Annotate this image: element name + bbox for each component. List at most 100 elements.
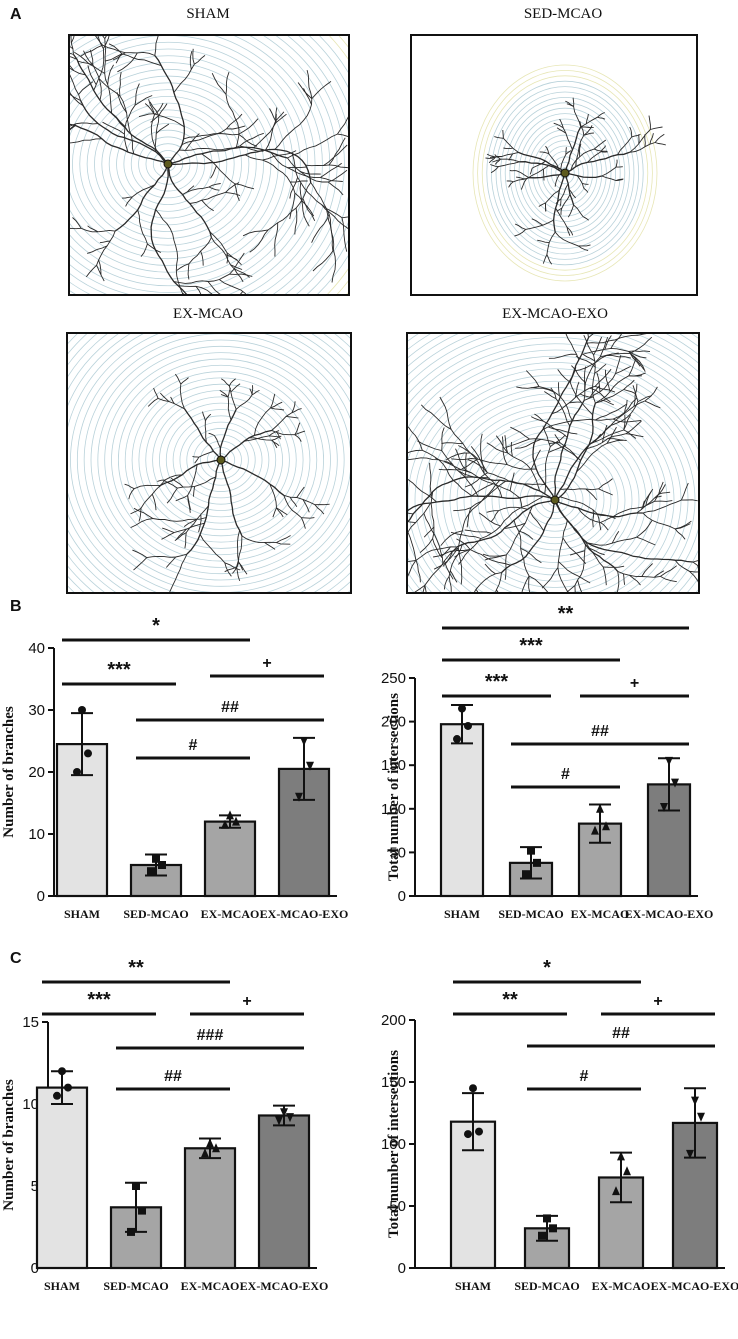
- dendrite: [128, 488, 135, 500]
- dendrite: [289, 496, 298, 507]
- sholl-ring: [213, 453, 229, 467]
- dendrite: [429, 462, 433, 499]
- dendrite: [653, 570, 665, 578]
- x-tick-label: EX-MCAO: [201, 907, 260, 921]
- dendrite: [654, 142, 666, 146]
- dendrite: [557, 369, 571, 383]
- dendrite: [600, 145, 607, 152]
- dendrite: [623, 389, 636, 395]
- dendrite: [490, 164, 499, 168]
- dendrite: [457, 547, 463, 585]
- dendrite: [623, 414, 626, 431]
- data-point: [691, 1096, 699, 1106]
- dendrite: [615, 365, 631, 375]
- dendrite: [134, 95, 153, 106]
- dendrite: [433, 547, 459, 570]
- dendrite: [187, 464, 198, 496]
- data-point: [53, 1091, 61, 1100]
- dendrite: [616, 571, 620, 592]
- dendrite: [179, 384, 185, 409]
- dendrite: [507, 452, 541, 492]
- y-tick-label: 200: [381, 714, 406, 731]
- dendrite: [577, 579, 583, 592]
- dendrite: [555, 207, 568, 228]
- dendrite: [138, 508, 142, 522]
- dendrite: [484, 563, 496, 575]
- y-tick-label: 0: [31, 1260, 39, 1277]
- dendrite: [433, 547, 459, 558]
- dendrite: [568, 188, 577, 199]
- dendrite: [175, 495, 188, 502]
- dendrite: [451, 458, 478, 460]
- dendrite: [341, 217, 348, 252]
- dendrite: [583, 335, 594, 356]
- dendrite: [294, 207, 298, 235]
- dendrite: [147, 243, 162, 253]
- dendrite: [564, 126, 582, 174]
- dendrite: [637, 395, 652, 403]
- dendrite: [473, 572, 502, 592]
- dendrite: [453, 507, 471, 512]
- dendrite: [574, 544, 586, 586]
- dendrite: [294, 434, 302, 442]
- dendrite: [192, 48, 195, 65]
- data-point: [147, 867, 155, 876]
- dendrite: [236, 535, 243, 568]
- dendrite: [478, 512, 501, 527]
- dendrite: [532, 337, 590, 501]
- significance-label: #: [580, 1068, 589, 1085]
- dendrite: [77, 60, 93, 66]
- dendrite: [660, 565, 677, 577]
- dendrite: [546, 231, 556, 255]
- y-axis-label: Number of branches: [1, 1079, 17, 1211]
- dendrite: [692, 561, 698, 567]
- dendrite: [331, 250, 336, 283]
- dendrite: [134, 83, 140, 106]
- chart-branches-b: 0 10 20 30 40 Number of branches SHAM SED-MCAO E…: [1, 615, 348, 921]
- dendrite: [510, 426, 530, 440]
- dendrite: [238, 133, 258, 147]
- dendrite: [70, 227, 82, 230]
- dendrite: [504, 554, 507, 580]
- data-point: [617, 1151, 625, 1161]
- sholl-ring: [108, 109, 228, 219]
- dendrite: [572, 97, 575, 107]
- data-point: [533, 858, 541, 867]
- dendrite: [606, 426, 617, 444]
- neuron-image-sham: [68, 34, 350, 296]
- dendrite: [328, 137, 346, 166]
- dendrite: [466, 507, 472, 528]
- dendrite: [70, 125, 76, 131]
- dendrite: [301, 517, 315, 519]
- dendrite: [583, 373, 616, 401]
- dendrite: [569, 382, 593, 416]
- dendrite: [177, 476, 216, 489]
- dendrite: [133, 557, 148, 571]
- dendrite: [594, 363, 607, 374]
- sholl-ring: [86, 89, 250, 239]
- dendrite: [87, 65, 97, 85]
- dendrite: [513, 520, 530, 577]
- dendrite: [441, 546, 451, 558]
- dendrite: [287, 157, 329, 183]
- sholl-ring: [97, 345, 345, 575]
- dendrite: [629, 353, 646, 372]
- dendrite: [494, 136, 504, 139]
- dendrite: [319, 162, 342, 178]
- dendrite: [558, 382, 560, 396]
- sholl-ring: [500, 97, 630, 249]
- dendrite: [554, 231, 579, 247]
- dendrite: [528, 172, 566, 179]
- dendrite: [289, 193, 296, 220]
- dendrite: [571, 365, 586, 384]
- dendrite: [300, 517, 306, 529]
- dendrite: [576, 175, 585, 189]
- dendrite: [528, 575, 531, 592]
- data-point: [138, 1206, 146, 1215]
- dendrite: [230, 264, 243, 270]
- dendrite: [542, 426, 551, 447]
- dendrite: [674, 523, 691, 530]
- dendrite: [570, 148, 595, 171]
- bar: [35, 1086, 89, 1270]
- dendrite: [234, 183, 255, 190]
